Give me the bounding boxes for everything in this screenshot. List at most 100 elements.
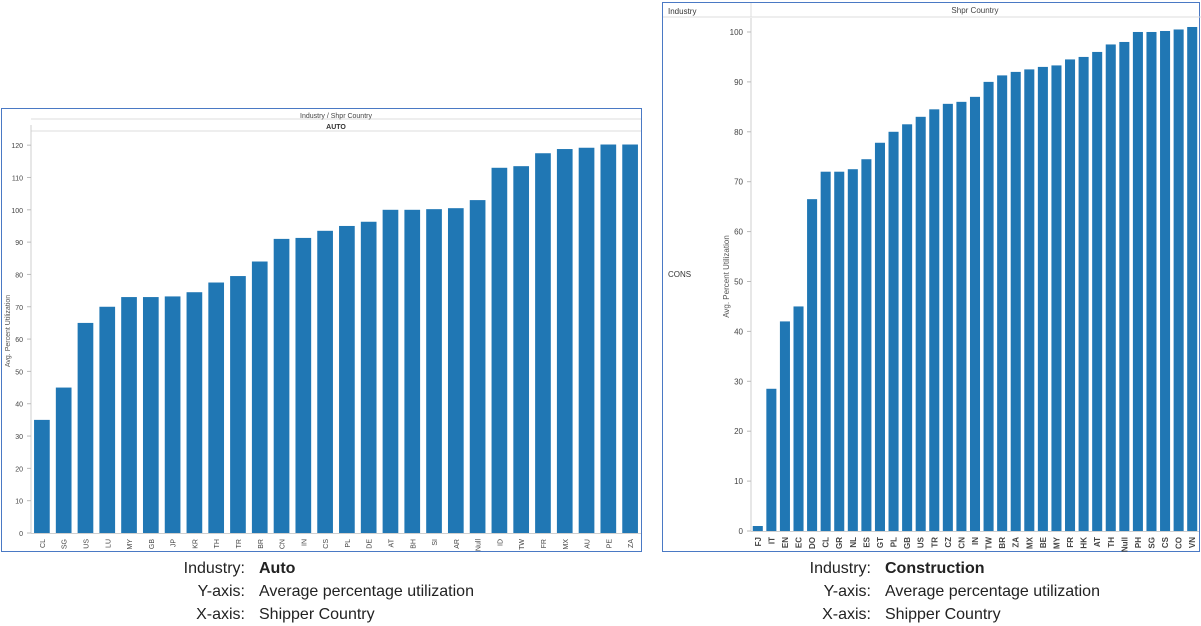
x-tick-label: NL: [849, 537, 858, 548]
caption-y-key: Y-axis:: [197, 583, 245, 600]
y-tick-label: 90: [15, 240, 23, 247]
bar: [404, 209, 421, 534]
bar: [99, 306, 116, 533]
caption-industry-value: Construction: [885, 560, 985, 577]
y-tick-label: 110: [12, 175, 23, 182]
header-left-label: Industry: [668, 7, 696, 16]
bar: [1037, 66, 1048, 531]
x-tick-label: FR: [541, 539, 548, 548]
bar: [834, 171, 845, 532]
y-tick-label: 50: [15, 369, 23, 376]
bar: [766, 388, 777, 531]
bar: [779, 321, 790, 531]
x-tick-label: CL: [822, 537, 831, 548]
caption-y-key: Y-axis:: [823, 583, 871, 600]
x-tick-label: AT: [1093, 537, 1102, 547]
bar: [186, 292, 203, 533]
bar: [339, 225, 355, 533]
bar: [915, 116, 926, 532]
bar: [513, 166, 530, 533]
x-tick-label: ZA: [1012, 537, 1021, 548]
y-tick-label: 120: [11, 143, 23, 150]
x-tick-label: FR: [1066, 537, 1075, 548]
x-tick-label: DE: [367, 539, 374, 549]
bar: [1119, 41, 1130, 531]
bar: [874, 142, 885, 531]
x-tick-label: BH: [410, 539, 417, 549]
bar: [164, 296, 181, 533]
x-tick-label: MX: [563, 539, 570, 550]
y-tick-label: 100: [730, 28, 744, 37]
x-tick-label: PL: [345, 539, 352, 548]
x-tick-label: CN: [280, 539, 287, 549]
x-tick-label: GT: [876, 537, 885, 548]
x-tick-label: CO: [1175, 537, 1184, 549]
bar: [447, 208, 464, 533]
x-tick-label: TR: [930, 537, 939, 548]
x-tick-label: US: [83, 539, 90, 549]
construction-chart-panel: Industry Shpr Country CONS 0 10 20 30 40 50 60 70 8…: [662, 2, 1201, 552]
bar: [426, 209, 442, 533]
x-tick-label: ID: [497, 539, 504, 546]
x-tick-label: CZ: [944, 537, 953, 548]
bar: [578, 147, 595, 533]
bar: [622, 144, 638, 533]
bar: [251, 261, 268, 533]
x-tick-label: IN: [971, 537, 980, 545]
header-subtitle: AUTO: [326, 124, 346, 131]
header-title: Shpr Country: [951, 6, 998, 15]
bar: [997, 75, 1008, 532]
caption-industry-value: Auto: [259, 560, 296, 577]
x-tick-label: IT: [767, 537, 776, 544]
y-tick-label: 50: [734, 277, 743, 286]
bar: [1051, 65, 1062, 531]
x-tick-label: CS: [323, 539, 330, 549]
x-tick-label: HK: [1080, 537, 1089, 549]
x-tick-label: VN: [1188, 537, 1197, 548]
header-title: Industry / Shpr Country: [300, 113, 372, 120]
auto-chart-panel: Industry / Shpr Country AUTO 0 10 20 30 40 50 60…: [1, 108, 642, 552]
bar: [77, 322, 94, 533]
x-tick-label: BR: [258, 539, 265, 549]
bar: [273, 238, 290, 533]
bar: [807, 199, 818, 531]
bar: [956, 101, 967, 531]
x-tick-label: PH: [1134, 537, 1143, 548]
x-tick-label: PL: [890, 537, 899, 547]
y-tick-label: 40: [734, 327, 743, 336]
y-tick-label: 0: [739, 527, 744, 536]
x-tick-label: CL: [40, 539, 47, 548]
construction-bar-chart: Industry Shpr Country CONS 0 10 20 30 40 50 60 70 8…: [663, 3, 1201, 552]
bar: [1078, 56, 1089, 532]
caption-y-value: Average percentage utilization: [885, 583, 1100, 600]
x-tick-label: KR: [192, 539, 199, 549]
y-tick-label: 30: [15, 434, 23, 441]
x-tick-label: AT: [388, 538, 395, 547]
bar: [1010, 71, 1021, 531]
x-tick-label: TW: [519, 539, 526, 550]
bar: [360, 221, 377, 533]
bar: [382, 209, 399, 534]
bar: [1065, 59, 1076, 531]
y-tick-label: 60: [15, 337, 23, 344]
bar: [208, 282, 225, 533]
x-tick-label: TH: [1107, 537, 1116, 548]
x-tick-label: AR: [454, 539, 461, 549]
x-tick-label: BE: [1039, 536, 1048, 548]
caption-x-key: X-axis:: [196, 606, 245, 623]
caption-industry-key: Industry:: [183, 560, 245, 577]
bar: [556, 149, 573, 533]
caption-x-value: Shipper Country: [259, 606, 375, 623]
bar: [942, 103, 953, 531]
x-tick-label: ZA: [628, 539, 635, 548]
y-axis-label: Avg. Percent Utilization: [722, 235, 731, 318]
x-tick-label: CS: [1161, 536, 1170, 548]
bar: [820, 171, 831, 532]
x-tick-label: GB: [149, 539, 156, 549]
x-tick-label: JP: [171, 539, 178, 548]
bar: [600, 144, 617, 533]
auto-bar-chart: Industry / Shpr Country AUTO 0 10 20 30 40 50 60…: [5, 113, 641, 551]
bar: [295, 237, 312, 533]
y-tick-label: 80: [734, 128, 743, 137]
bar: [1132, 31, 1143, 531]
